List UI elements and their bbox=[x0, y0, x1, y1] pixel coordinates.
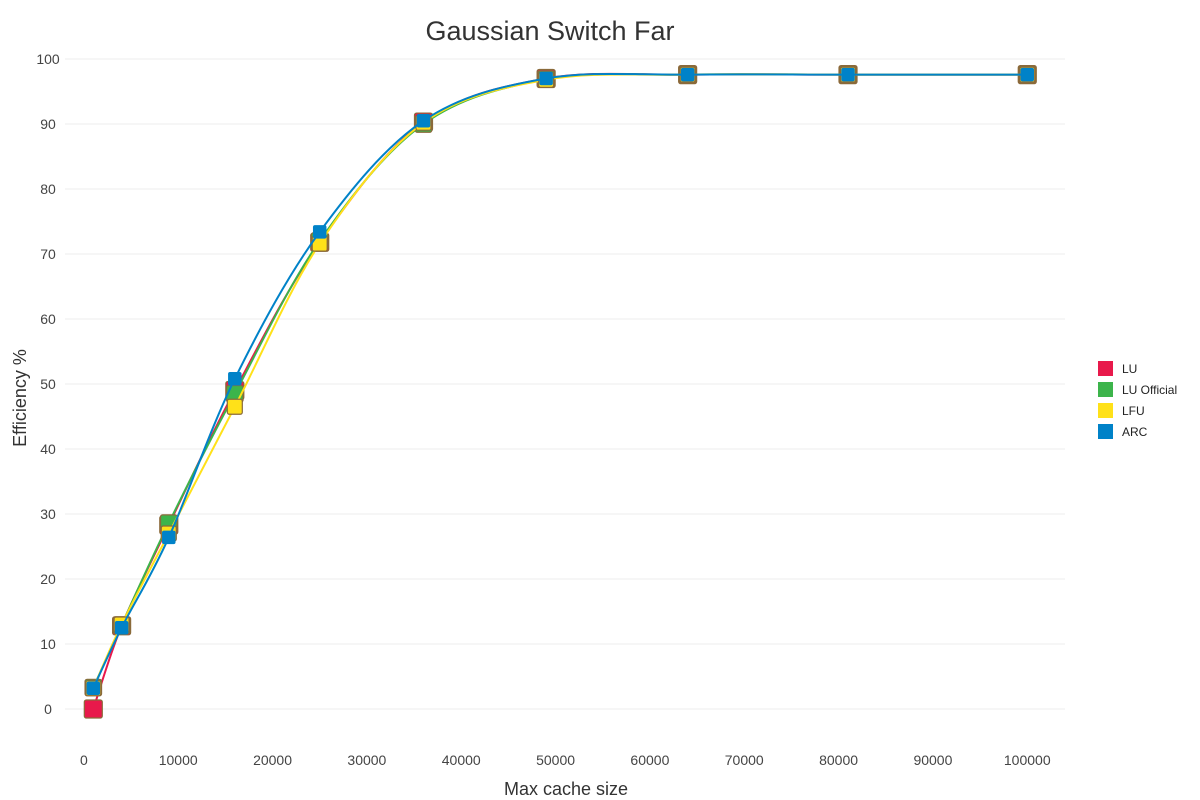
y-tick-label: 40 bbox=[40, 441, 56, 457]
legend: LU LU Official LFU ARC bbox=[1098, 361, 1177, 439]
data-point bbox=[83, 699, 103, 719]
x-tick-label: 80000 bbox=[819, 752, 858, 768]
data-point bbox=[226, 398, 243, 415]
x-axis-label: Max cache size bbox=[504, 779, 628, 799]
legend-swatch bbox=[1098, 403, 1113, 418]
legend-swatch bbox=[1098, 382, 1113, 397]
y-tick-label: 70 bbox=[40, 246, 56, 262]
legend-label: ARC bbox=[1122, 425, 1148, 439]
x-tick-label: 10000 bbox=[159, 752, 198, 768]
legend-item: LU Official bbox=[1098, 382, 1177, 397]
data-point bbox=[680, 67, 695, 82]
y-tick-label: 10 bbox=[40, 636, 56, 652]
data-point bbox=[841, 67, 855, 82]
legend-label: LFU bbox=[1122, 404, 1145, 418]
legend-swatch bbox=[1098, 361, 1113, 376]
y-tick-label: 50 bbox=[40, 376, 56, 392]
x-axis-ticks: 0 10000 20000 30000 40000 50000 60000 70000 8000… bbox=[80, 752, 1051, 768]
y-tick-label: 80 bbox=[40, 181, 56, 197]
x-tick-label: 100000 bbox=[1004, 752, 1051, 768]
data-point bbox=[86, 681, 101, 695]
series-layer bbox=[83, 64, 1037, 719]
legend-item: LU bbox=[1098, 361, 1137, 376]
data-point bbox=[416, 114, 431, 128]
x-tick-label: 90000 bbox=[913, 752, 952, 768]
data-point bbox=[312, 225, 327, 239]
y-axis-ticks: 0 10 20 30 40 50 60 70 80 90 100 bbox=[36, 51, 60, 717]
legend-swatch bbox=[1098, 424, 1113, 439]
series-arc bbox=[86, 67, 1035, 695]
y-tick-label: 0 bbox=[44, 701, 52, 717]
data-point bbox=[539, 71, 553, 86]
data-point bbox=[114, 621, 129, 635]
x-tick-label: 60000 bbox=[630, 752, 669, 768]
y-tick-label: 20 bbox=[40, 571, 56, 587]
y-axis-label: Efficiency % bbox=[10, 349, 30, 447]
x-tick-label: 70000 bbox=[725, 752, 764, 768]
data-point bbox=[162, 530, 176, 545]
data-point bbox=[1020, 67, 1035, 82]
x-tick-label: 20000 bbox=[253, 752, 292, 768]
x-tick-label: 40000 bbox=[442, 752, 481, 768]
x-tick-label: 50000 bbox=[536, 752, 575, 768]
legend-label: LU bbox=[1122, 362, 1137, 376]
x-tick-label: 0 bbox=[80, 752, 88, 768]
y-tick-label: 100 bbox=[36, 51, 60, 67]
y-tick-label: 30 bbox=[40, 506, 56, 522]
legend-item: ARC bbox=[1098, 424, 1148, 439]
x-tick-label: 30000 bbox=[347, 752, 386, 768]
y-tick-label: 90 bbox=[40, 116, 56, 132]
data-point bbox=[228, 372, 242, 386]
series-line bbox=[92, 72, 1028, 689]
grid-lines bbox=[65, 58, 1065, 710]
y-tick-label: 60 bbox=[40, 311, 56, 327]
legend-item: LFU bbox=[1098, 403, 1145, 418]
legend-label: LU Official bbox=[1122, 383, 1177, 397]
chart-title: Gaussian Switch Far bbox=[425, 16, 674, 46]
